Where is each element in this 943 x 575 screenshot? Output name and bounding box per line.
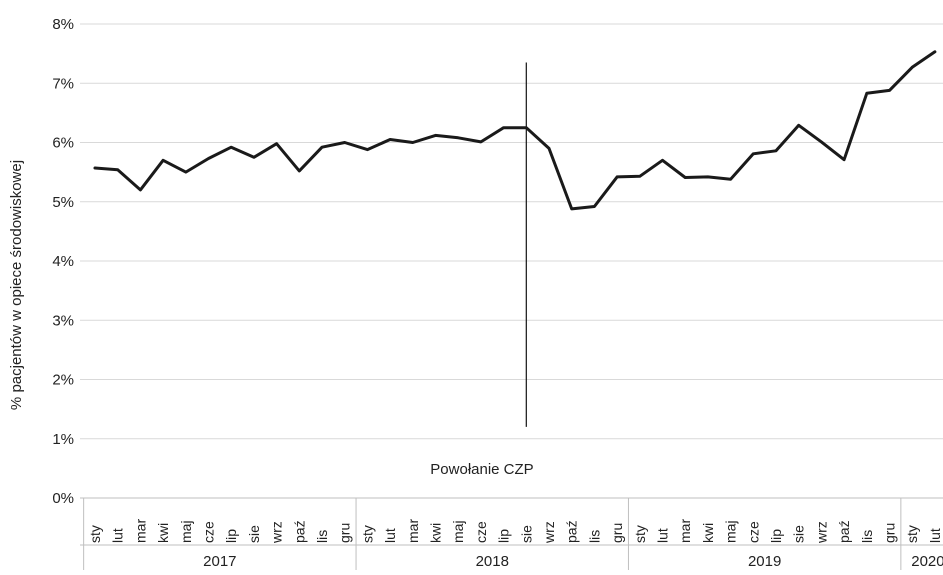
data-point — [298, 169, 301, 173]
series-line — [93, 50, 937, 211]
x-tick-label: maj — [450, 520, 466, 543]
x-tick-label: lip — [223, 529, 239, 543]
annotation-label: Powołanie CZP — [430, 461, 533, 478]
x-tick-label: sty — [87, 525, 103, 543]
data-point — [661, 159, 664, 162]
data-point — [525, 126, 528, 129]
x-tick-label: sty — [632, 525, 648, 543]
year-label: 2018 — [476, 553, 509, 570]
data-point — [570, 207, 573, 211]
x-tick-label: lut — [110, 528, 126, 543]
data-point — [706, 175, 710, 179]
data-point — [865, 92, 868, 95]
y-tick-label: 2% — [52, 372, 74, 389]
data-point — [343, 141, 346, 144]
x-tick-label: lip — [496, 529, 512, 543]
data-point — [479, 140, 483, 144]
x-tick-label: mar — [405, 519, 421, 543]
x-tick-label: sie — [791, 525, 807, 543]
data-point — [184, 170, 187, 174]
x-tick-label: wrz — [269, 521, 285, 544]
x-tick-label: wrz — [541, 521, 557, 544]
y-tick-label: 4% — [52, 253, 74, 270]
data-point — [774, 149, 778, 152]
data-point — [275, 142, 278, 145]
data-point — [797, 124, 800, 127]
data-point — [93, 166, 97, 170]
x-tick-label: gru — [337, 523, 353, 543]
data-point — [638, 175, 641, 178]
x-tick-label: lis — [586, 530, 602, 543]
x-tick-label: lut — [927, 528, 943, 543]
data-point — [207, 157, 210, 160]
x-tick-label: maj — [723, 520, 739, 543]
data-point — [684, 176, 687, 179]
x-tick-label: lut — [382, 528, 398, 543]
data-point — [411, 141, 414, 144]
y-tick-label: 8% — [52, 16, 74, 33]
series-layer — [93, 50, 937, 211]
x-tick-label: lis — [314, 530, 330, 543]
data-point — [820, 140, 823, 144]
data-point — [752, 152, 755, 155]
annotation: Powołanie CZP — [430, 62, 534, 478]
data-point — [252, 156, 256, 159]
x-axis: sty lut mar kwi maj cze lip sie wrz paź lis gru sty l… — [80, 497, 943, 570]
data-point — [116, 168, 119, 171]
gridlines — [80, 23, 943, 440]
data-point — [593, 205, 596, 208]
data-point — [161, 159, 165, 162]
data-point — [888, 89, 891, 92]
data-point — [388, 138, 392, 141]
data-point — [434, 134, 437, 137]
year-label: 2019 — [748, 553, 781, 570]
x-tick-label: sty — [904, 525, 920, 543]
y-axis-ticks: 0% 1% 2% 3% 4% 5% 6% 7% 8% — [52, 16, 74, 507]
x-tick-label: gru — [882, 523, 898, 543]
data-point — [366, 148, 369, 151]
x-tick-label: sie — [518, 525, 534, 543]
x-tick-label: kwi — [428, 523, 444, 543]
y-tick-label: 3% — [52, 312, 74, 329]
data-point — [320, 146, 324, 149]
data-point — [911, 66, 914, 69]
x-tick-label: mar — [677, 519, 693, 543]
data-point — [615, 175, 619, 179]
x-tick-label: wrz — [813, 521, 829, 544]
x-tick-label: paź — [291, 520, 307, 543]
y-tick-label: 7% — [52, 75, 74, 92]
x-tick-label: maj — [178, 520, 194, 543]
x-tick-label: mar — [132, 519, 148, 543]
year-label: 2020 — [911, 553, 943, 570]
data-point — [547, 147, 551, 150]
year-label: 2017 — [203, 553, 236, 570]
x-tick-label: cze — [745, 521, 761, 543]
x-tick-label: lut — [655, 528, 671, 543]
y-tick-label: 5% — [52, 194, 74, 211]
data-point — [230, 146, 233, 149]
y-tick-label: 6% — [52, 135, 74, 152]
x-tick-label: cze — [201, 521, 217, 543]
x-tick-label: cze — [473, 521, 489, 543]
data-point — [457, 136, 460, 139]
data-point — [842, 158, 846, 161]
data-point — [502, 126, 505, 129]
data-point — [729, 178, 732, 181]
y-axis-label: % pacjentów w opiece środowiskowej — [8, 160, 25, 410]
data-point — [933, 50, 937, 54]
x-tick-label: kwi — [155, 523, 171, 543]
x-tick-label: lip — [768, 529, 784, 543]
x-tick-label: paź — [836, 520, 852, 543]
data-point — [139, 188, 142, 192]
x-tick-label: sie — [246, 525, 262, 543]
y-tick-label: 0% — [52, 490, 74, 507]
x-tick-label: sty — [359, 525, 375, 543]
x-tick-label: lis — [859, 530, 875, 543]
x-tick-label: paź — [564, 520, 580, 543]
x-tick-label: kwi — [700, 523, 716, 543]
x-tick-label: gru — [609, 523, 625, 543]
y-tick-label: 1% — [52, 431, 74, 448]
